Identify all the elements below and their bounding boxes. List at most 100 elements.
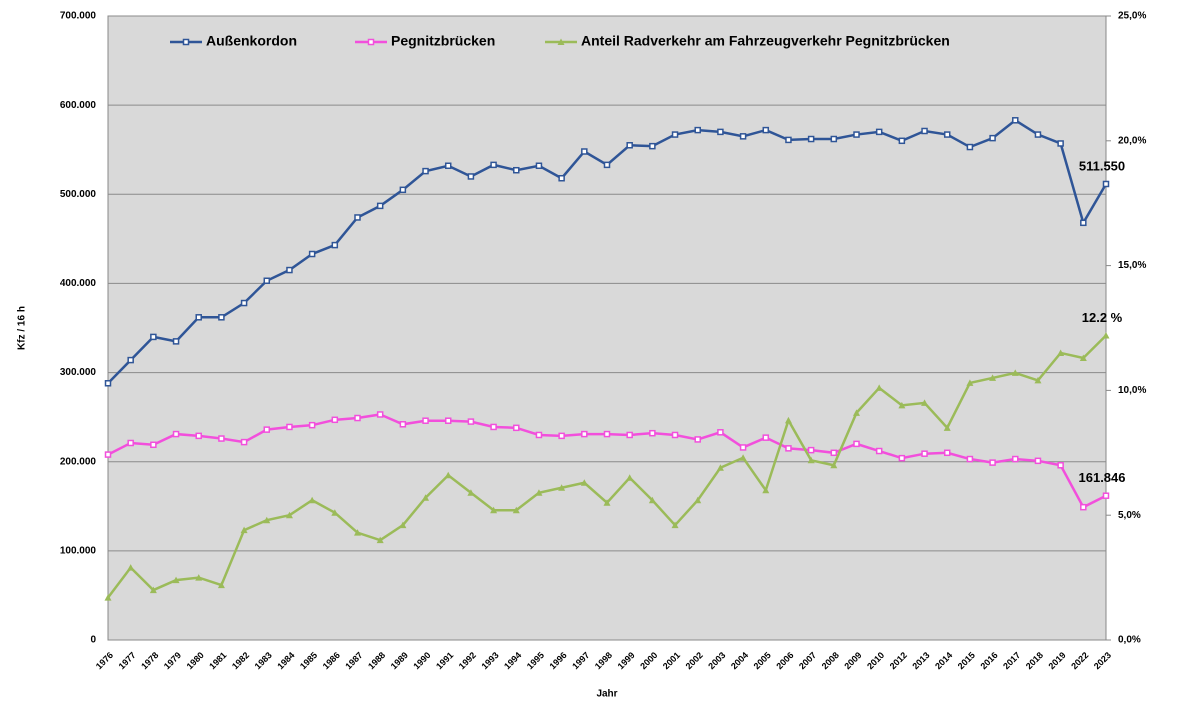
data-point	[1034, 376, 1042, 384]
x-tick-label: 1993	[479, 650, 500, 671]
data-point	[285, 511, 293, 519]
x-tick-label: 2010	[865, 650, 886, 671]
data-point	[240, 526, 248, 534]
data-point	[1057, 462, 1064, 469]
data-point	[1080, 503, 1087, 511]
data-point	[989, 459, 996, 466]
data-point	[286, 266, 293, 274]
data-point	[172, 576, 180, 584]
data-point	[331, 509, 339, 516]
x-tick-label: 1978	[139, 650, 160, 671]
y2-tick-label: 0,0%	[1118, 635, 1141, 646]
data-point	[1080, 219, 1087, 227]
data-point	[195, 432, 202, 440]
data-point	[1034, 131, 1042, 138]
data-point	[603, 499, 611, 506]
data-point	[898, 137, 906, 145]
data-point	[127, 564, 135, 571]
data-point	[648, 496, 656, 504]
data-point	[989, 134, 996, 142]
data-point	[513, 166, 520, 174]
data-point	[943, 131, 951, 138]
data-point	[354, 414, 361, 422]
data-point	[1102, 180, 1110, 188]
data-point	[195, 574, 203, 581]
data-point	[784, 416, 792, 424]
x-tick-label: 2016	[978, 650, 999, 671]
data-point	[694, 126, 701, 134]
data-point	[762, 126, 770, 134]
data-point	[535, 431, 543, 439]
data-point	[807, 446, 815, 454]
data-point	[966, 143, 974, 151]
data-point	[444, 417, 452, 424]
x-tick-label: 1984	[275, 650, 296, 671]
data-point	[989, 374, 997, 381]
data-point	[444, 471, 452, 479]
data-point	[172, 430, 180, 438]
legend-marker	[557, 38, 565, 45]
data-label: 511.550	[1079, 158, 1125, 173]
x-tick-label: 2001	[661, 650, 682, 671]
x-tick-label: 1985	[298, 650, 319, 671]
y-axis-label: Kfz / 16 h	[17, 306, 28, 350]
x-tick-label: 2013	[910, 650, 931, 671]
y2-tick-label: 10,0%	[1118, 385, 1146, 396]
plot-area	[107, 15, 1107, 641]
x-tick-label: 2006	[774, 650, 795, 671]
data-point	[399, 186, 407, 194]
data-point	[127, 356, 134, 364]
data-point	[150, 333, 157, 341]
data-point	[1057, 140, 1064, 147]
x-tick-label: 1995	[525, 650, 546, 671]
x-tick-label: 1996	[547, 650, 568, 671]
y2-tick-label: 5,0%	[1118, 510, 1141, 521]
x-tick-label: 1991	[434, 650, 455, 671]
data-label: 12.2 %	[1082, 310, 1123, 325]
data-label: 161.846	[1079, 470, 1126, 485]
legend-marker	[367, 38, 375, 46]
data-point	[263, 277, 271, 285]
data-point	[104, 594, 112, 601]
y-tick-label: 0	[90, 635, 96, 646]
data-point	[1102, 492, 1110, 499]
data-point	[1079, 354, 1087, 361]
x-tick-label: 1977	[117, 650, 138, 671]
x-tick-label: 1986	[321, 650, 342, 671]
x-tick-label: 1989	[389, 650, 410, 671]
data-point	[195, 314, 202, 321]
data-point	[762, 434, 770, 441]
data-point	[558, 484, 566, 491]
x-tick-label: 1992	[457, 650, 478, 671]
x-tick-label: 2023	[1092, 650, 1113, 671]
data-point	[444, 162, 452, 170]
data-point	[286, 423, 293, 431]
data-point	[1034, 457, 1042, 465]
x-tick-label: 1994	[502, 650, 523, 671]
data-point	[853, 440, 860, 448]
data-point	[716, 464, 724, 471]
y-tick-label: 200.000	[60, 456, 97, 467]
data-point	[354, 214, 361, 221]
data-point	[1012, 455, 1019, 463]
data-point	[966, 455, 974, 463]
data-point	[807, 456, 815, 464]
y-tick-label: 100.000	[60, 545, 97, 556]
data-point	[263, 426, 271, 433]
x-tick-label: 2017	[1001, 650, 1022, 671]
data-point	[739, 133, 747, 140]
data-point	[875, 128, 883, 136]
x-tick-label: 1983	[253, 650, 274, 671]
y2-tick-label: 15,0%	[1118, 260, 1146, 271]
data-point	[308, 250, 316, 258]
x-tick-label: 2002	[684, 650, 705, 671]
data-point	[649, 429, 656, 437]
data-point	[172, 338, 180, 345]
x-tick-label: 2004	[729, 650, 750, 671]
data-point	[490, 423, 497, 431]
data-point	[671, 521, 679, 529]
data-point	[1011, 369, 1019, 376]
data-point	[785, 136, 792, 144]
data-point	[218, 314, 225, 321]
